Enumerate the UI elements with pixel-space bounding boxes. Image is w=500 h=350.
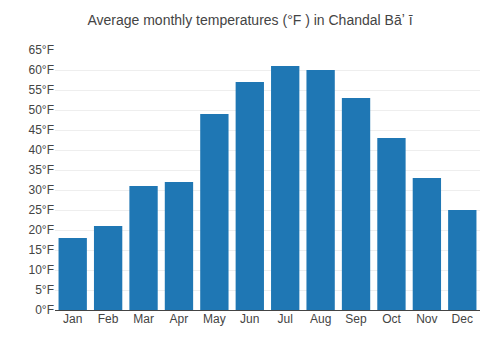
svg-text:55°F: 55°F bbox=[29, 83, 54, 97]
svg-text:Jul: Jul bbox=[278, 312, 293, 326]
svg-text:May: May bbox=[203, 312, 226, 326]
svg-text:Feb: Feb bbox=[98, 312, 119, 326]
svg-text:Nov: Nov bbox=[416, 312, 437, 326]
svg-text:Jun: Jun bbox=[240, 312, 259, 326]
svg-text:Sep: Sep bbox=[345, 312, 367, 326]
svg-text:Dec: Dec bbox=[452, 312, 473, 326]
svg-text:20°F: 20°F bbox=[29, 223, 54, 237]
svg-text:Oct: Oct bbox=[382, 312, 401, 326]
svg-text:30°F: 30°F bbox=[29, 183, 54, 197]
svg-text:Apr: Apr bbox=[170, 312, 189, 326]
svg-text:15°F: 15°F bbox=[29, 243, 54, 257]
svg-text:35°F: 35°F bbox=[29, 163, 54, 177]
svg-text:60°F: 60°F bbox=[29, 63, 54, 77]
svg-text:5°F: 5°F bbox=[35, 283, 54, 297]
svg-text:Average monthly temperatures (: Average monthly temperatures (°F ) in Ch… bbox=[87, 12, 412, 28]
svg-text:Aug: Aug bbox=[310, 312, 331, 326]
svg-text:25°F: 25°F bbox=[29, 203, 54, 217]
svg-text:45°F: 45°F bbox=[29, 123, 54, 137]
svg-text:40°F: 40°F bbox=[29, 143, 54, 157]
svg-text:10°F: 10°F bbox=[29, 263, 54, 277]
svg-text:Jan: Jan bbox=[63, 312, 82, 326]
svg-text:65°F: 65°F bbox=[29, 43, 54, 57]
svg-text:0°F: 0°F bbox=[35, 303, 54, 317]
svg-text:50°F: 50°F bbox=[29, 103, 54, 117]
svg-text:Mar: Mar bbox=[133, 312, 154, 326]
